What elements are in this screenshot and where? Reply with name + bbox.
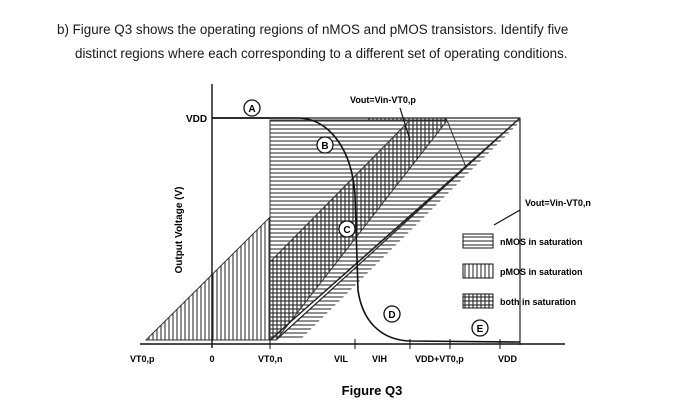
x-tick-vt0p: VT0,p (130, 354, 155, 364)
x-tick-zero: 0 (209, 354, 214, 364)
legend: nMOS in saturation pMOS in saturation bo… (462, 233, 583, 309)
legend-item-both: both in saturation (462, 293, 576, 309)
region-label-d: D (383, 305, 401, 323)
region-label-c: C (338, 220, 356, 238)
x-tick-vil: VIL (334, 354, 349, 364)
y-axis-label: Output Voltage (V) (174, 186, 185, 273)
x-axis-ticks (269, 339, 501, 349)
region-label-a: A (243, 99, 261, 117)
svg-text:B: B (321, 141, 328, 152)
line-vout-vin-vt0n (269, 117, 521, 341)
legend-item-pmos: pMOS in saturation (462, 263, 583, 279)
x-tick-vih: VIH (372, 354, 387, 364)
svg-text:pMOS in saturation: pMOS in saturation (500, 267, 583, 277)
svg-text:both in saturation: both in saturation (500, 297, 576, 307)
right-line-pointer (493, 209, 521, 226)
svg-text:D: D (388, 310, 395, 321)
svg-text:C: C (343, 225, 350, 236)
line-vout-vin-vt0n-lower (275, 117, 521, 341)
question-text: b) Figure Q3 shows the operating regions… (57, 18, 677, 66)
svg-text:nMOS in saturation: nMOS in saturation (500, 237, 583, 247)
label-top-line: Vout=Vin-VT0,p (350, 95, 416, 105)
legend-item-nmos: nMOS in saturation (462, 233, 583, 249)
region-label-e: E (471, 319, 489, 337)
y-tick-vdd: VDD (186, 114, 207, 125)
question-line-1: b) Figure Q3 shows the operating regions… (57, 22, 569, 37)
x-tick-vdd: VDD (498, 354, 518, 364)
label-right-line: Vout=Vin-VT0,n (525, 198, 591, 208)
x-tick-vt0n: VT0,n (258, 354, 283, 364)
svg-text:E: E (477, 324, 484, 335)
question-line-2: distinct regions where each correspondin… (75, 46, 568, 61)
voltage-transfer-curve (212, 117, 521, 343)
top-line-pointer (399, 107, 411, 141)
region-label-b: B (316, 136, 334, 154)
svg-text:A: A (248, 104, 255, 115)
figure-caption: Figure Q3 (342, 383, 403, 398)
x-tick-vdd-plus-vt0p: VDD+VT0,p (415, 354, 464, 364)
